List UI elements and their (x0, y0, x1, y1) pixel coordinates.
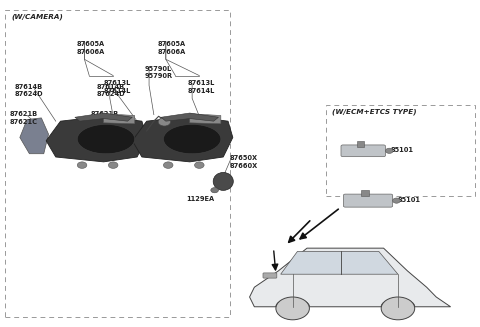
Polygon shape (132, 116, 233, 162)
Circle shape (77, 162, 87, 168)
Text: (W/ECM+ETCS TYPE): (W/ECM+ETCS TYPE) (332, 108, 417, 115)
Text: 87613L
87614L: 87613L 87614L (187, 80, 215, 94)
FancyBboxPatch shape (263, 273, 277, 278)
Circle shape (381, 297, 415, 320)
Polygon shape (104, 114, 135, 124)
Text: 95790L
95790R: 95790L 95790R (144, 66, 172, 79)
Ellipse shape (213, 172, 233, 190)
Ellipse shape (77, 125, 135, 154)
Polygon shape (250, 248, 451, 307)
Circle shape (276, 297, 310, 320)
Text: 87614B
87624D: 87614B 87624D (15, 84, 44, 97)
Bar (5, 10, 230, 317)
Circle shape (211, 188, 218, 193)
Polygon shape (106, 118, 135, 154)
Polygon shape (46, 116, 147, 162)
Text: 87621B
87621C: 87621B 87621C (9, 112, 37, 125)
Text: 87613L
87614L: 87613L 87614L (104, 80, 131, 94)
Polygon shape (161, 113, 218, 121)
Circle shape (163, 162, 173, 168)
Text: 87621B
87621C: 87621B 87621C (91, 112, 119, 125)
Circle shape (393, 198, 400, 203)
Text: 87605A
87606A: 87605A 87606A (157, 42, 186, 55)
Polygon shape (20, 118, 48, 154)
Polygon shape (75, 113, 132, 121)
Text: 85101: 85101 (398, 197, 421, 203)
Polygon shape (281, 251, 398, 274)
Circle shape (108, 162, 118, 168)
FancyBboxPatch shape (361, 190, 369, 196)
Text: 87605A
87606A: 87605A 87606A (76, 42, 105, 55)
Text: 85101: 85101 (391, 147, 414, 153)
Ellipse shape (163, 125, 221, 154)
FancyBboxPatch shape (343, 194, 393, 207)
Text: (W/CAMERA): (W/CAMERA) (11, 14, 63, 20)
FancyBboxPatch shape (357, 141, 364, 146)
Circle shape (194, 162, 204, 168)
Circle shape (158, 118, 170, 126)
Circle shape (385, 148, 393, 153)
Text: 87650X
87660X: 87650X 87660X (229, 155, 258, 169)
FancyBboxPatch shape (341, 145, 385, 157)
Polygon shape (190, 114, 221, 124)
Bar (326, 105, 475, 196)
Text: 1129EA: 1129EA (186, 196, 215, 202)
Text: 87614B
87624D: 87614B 87624D (96, 84, 125, 97)
